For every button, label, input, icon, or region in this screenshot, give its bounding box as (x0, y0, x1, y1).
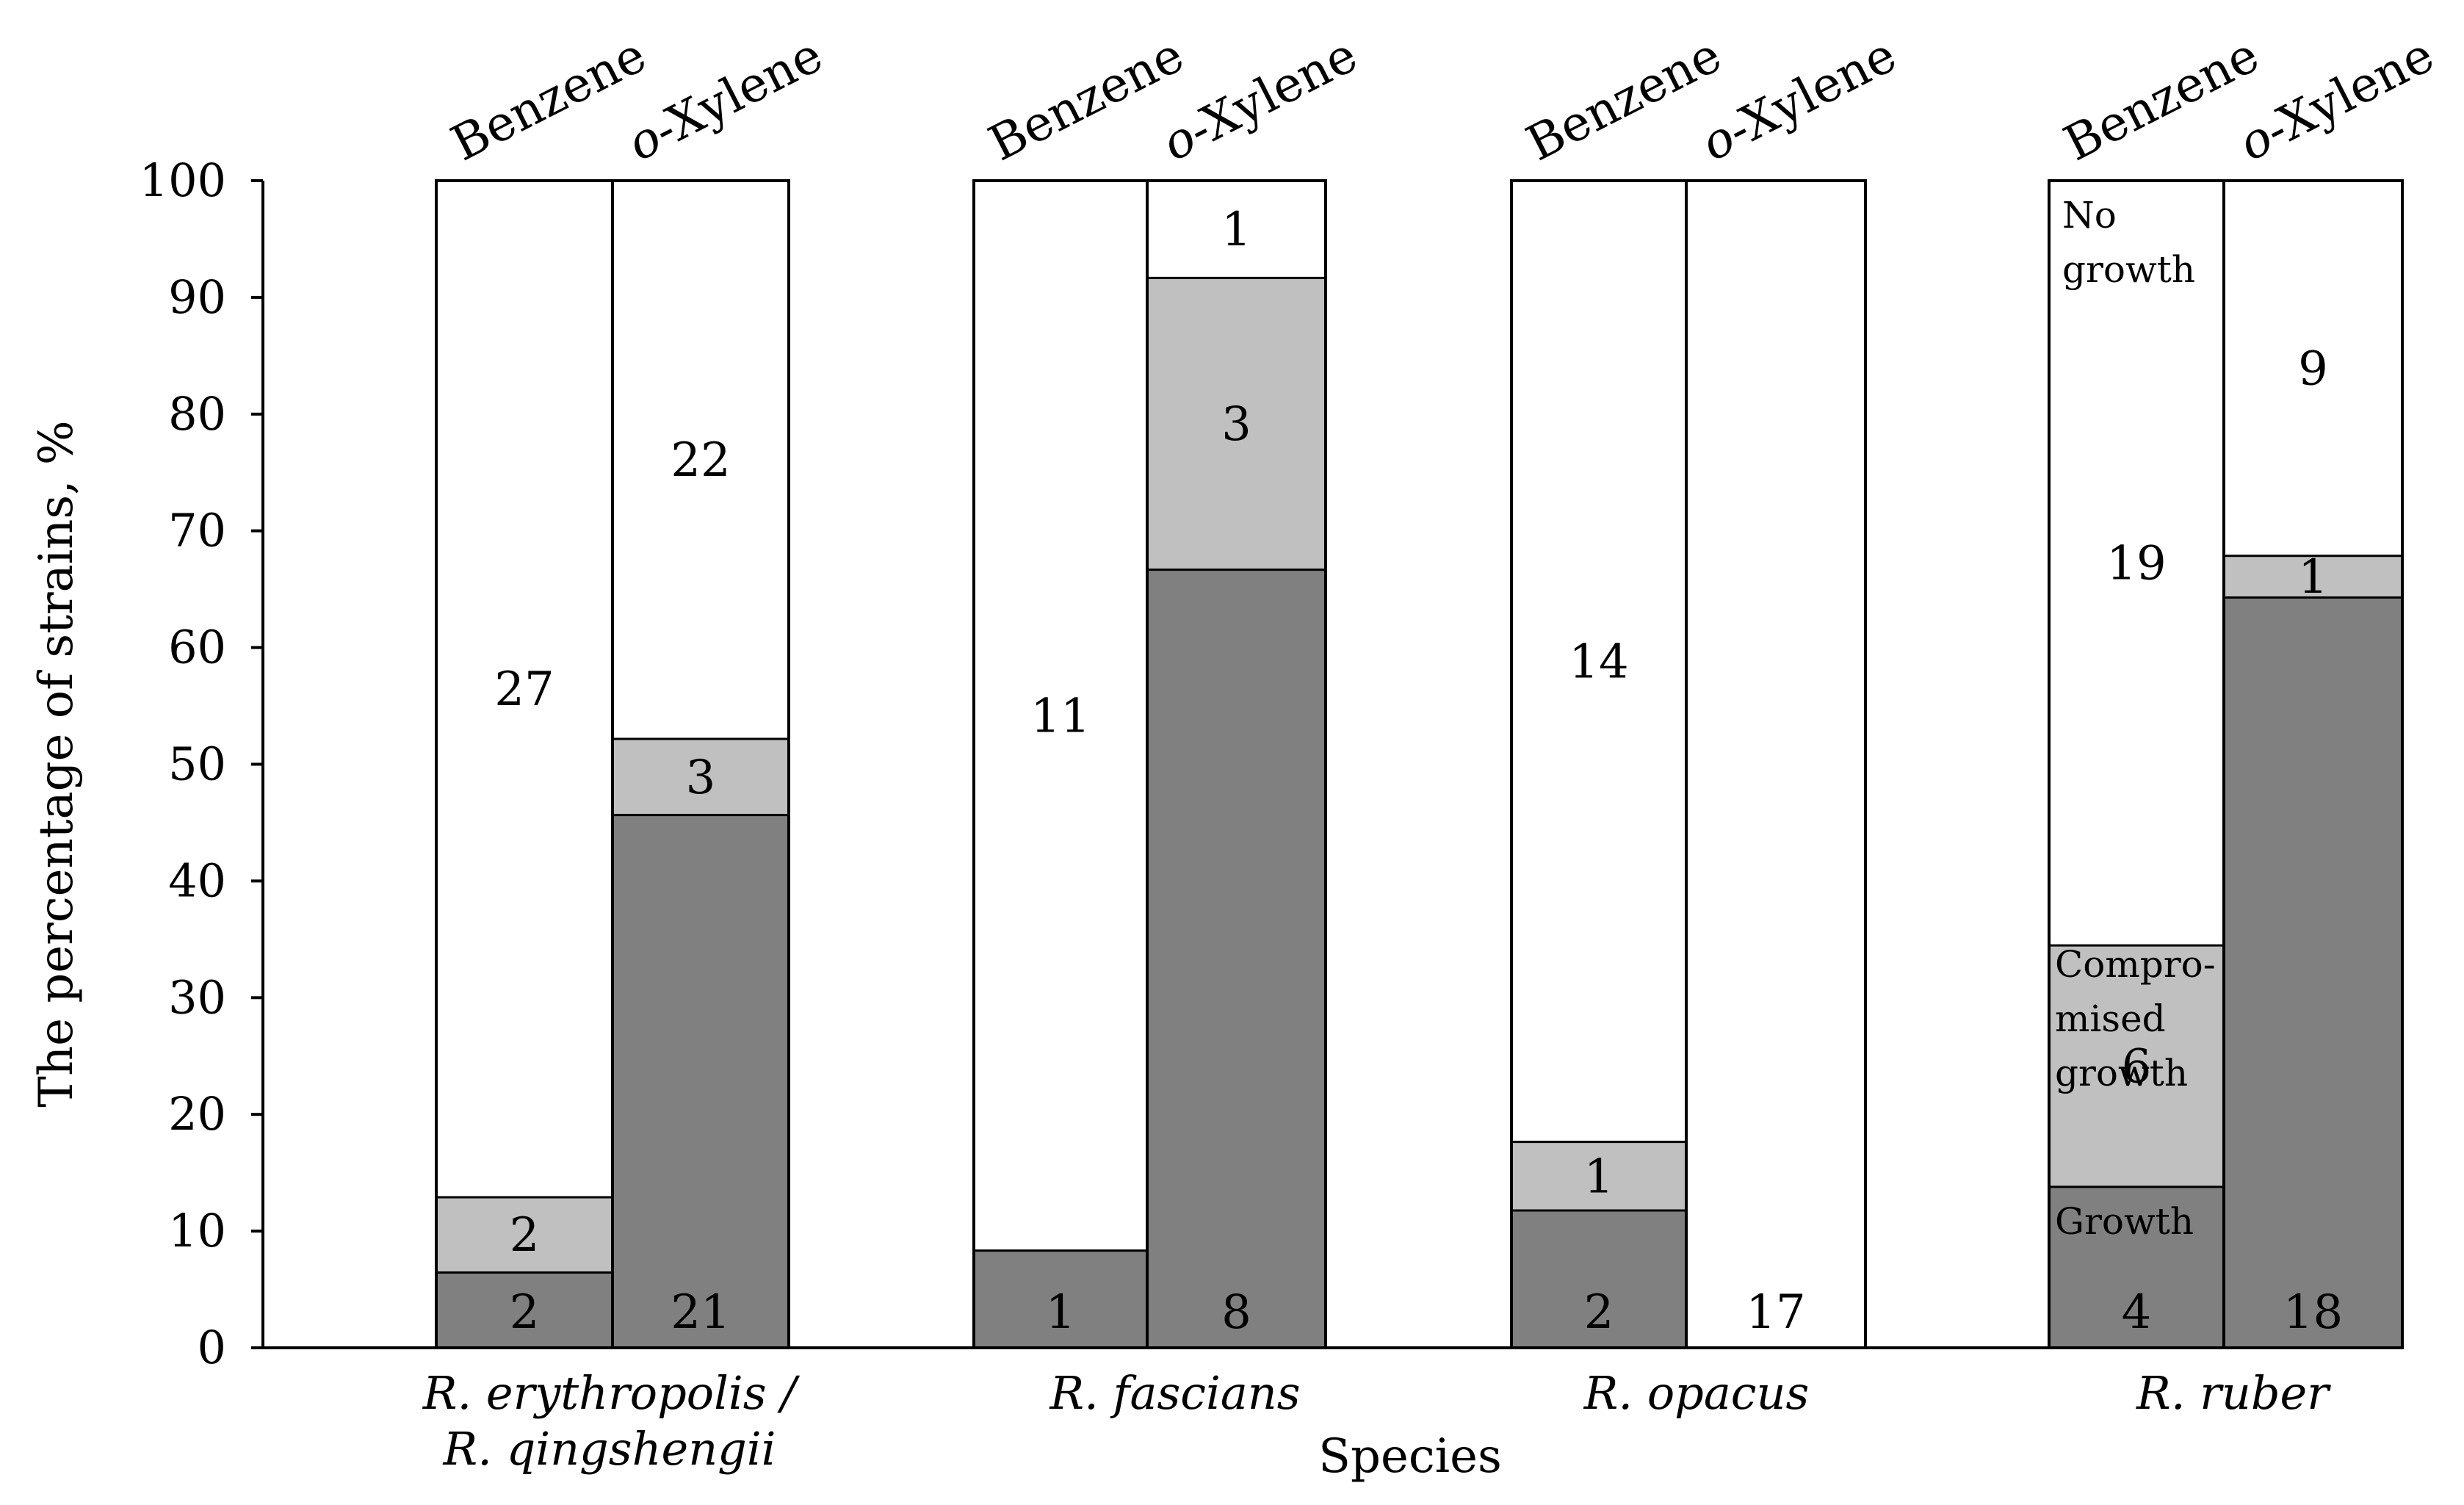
count-label-compromised: 1 (2298, 550, 2328, 604)
count-label-no-growth: 22 (671, 433, 730, 488)
count-label-growth: 18 (2283, 1285, 2343, 1340)
count-label-growth: 21 (671, 1285, 730, 1340)
annotation-compromised-growth: mised (2055, 997, 2166, 1040)
count-label-growth: 2 (1584, 1285, 1614, 1340)
bar-segment-compromised-growth (1147, 278, 1326, 570)
count-label-compromised: 2 (510, 1208, 540, 1263)
count-label-growth: 4 (2122, 1285, 2152, 1340)
y-tick-label: 50 (168, 737, 226, 791)
count-label-compromised: 3 (1221, 397, 1251, 452)
count-label-no-growth: 9 (2298, 342, 2328, 396)
bar-segment-no-growth (1686, 181, 1865, 1348)
bar-segment-no-growth (974, 181, 1147, 1348)
count-label-no-growth: 17 (1746, 1285, 1805, 1340)
bar-segment-growth (2224, 597, 2402, 1348)
bar-segment-compromised-growth (1511, 1141, 1686, 1211)
y-tick-label: 30 (168, 970, 226, 1024)
bar-segment-no-growth (436, 181, 613, 1348)
annotation-compromised-growth: Compro- (2055, 943, 2216, 986)
count-label-no-growth: 19 (2106, 537, 2166, 591)
y-tick-label: 0 (198, 1321, 226, 1374)
bar-segment-growth (436, 1272, 613, 1348)
count-label-growth: 1 (1046, 1285, 1076, 1340)
condition-label: Benzene (980, 26, 1192, 172)
bar-segment-growth (1147, 569, 1326, 1348)
annotation-growth: Growth (2055, 1200, 2194, 1243)
annotation-compromised-growth: growth (2055, 1052, 2188, 1094)
count-label-compromised: 1 (1584, 1149, 1614, 1204)
count-label-growth: 8 (1221, 1285, 1251, 1340)
condition-label: o-Xylene (618, 26, 831, 172)
y-tick-label: 90 (168, 270, 226, 324)
x-axis-title: Species (1318, 1429, 1502, 1484)
y-tick-label: 40 (168, 853, 226, 907)
condition-label: Benzene (1517, 26, 1730, 172)
species-label: R. erythropolis / (422, 1366, 800, 1420)
bar-segment-growth (613, 815, 789, 1348)
bar-segment-compromised-growth (436, 1197, 613, 1273)
species-label: R. qingshengii (443, 1422, 776, 1476)
bar-segment-growth (974, 1250, 1147, 1348)
bar-segment-growth (1511, 1210, 1686, 1348)
y-tick-label: 10 (168, 1204, 226, 1257)
y-tick-label: 60 (168, 621, 226, 674)
count-label-no-growth: 1 (1221, 203, 1251, 257)
count-label-no-growth: 27 (494, 663, 554, 717)
species-label: R. ruber (2136, 1366, 2331, 1420)
bar-segment-compromised-growth (613, 738, 789, 815)
count-label-growth: 2 (510, 1285, 540, 1340)
species-label: R. opacus (1583, 1366, 1810, 1420)
bars-layer (435, 179, 2404, 1349)
bar-segment-growth (2049, 1186, 2224, 1348)
bar-segment-compromised-growth (2049, 945, 2224, 1187)
y-axis-title: The percentage of strains, % (29, 420, 84, 1107)
species-label: R. fascians (1049, 1366, 1300, 1420)
condition-label: o-Xylene (1692, 26, 1905, 172)
count-label-no-growth: 14 (1569, 635, 1628, 689)
count-label-no-growth: 11 (1030, 689, 1090, 743)
bar-segment-compromised-growth (2224, 555, 2402, 598)
y-tick-label: 20 (168, 1087, 226, 1141)
count-label-compromised: 6 (2122, 1039, 2152, 1094)
annotation-no-growth: No (2062, 194, 2117, 237)
count-label-compromised: 3 (686, 751, 716, 805)
condition-label: o-Xylene (2230, 26, 2443, 172)
y-tick-label: 80 (168, 387, 226, 441)
condition-label: Benzene (2055, 26, 2267, 172)
annotation-no-growth: growth (2062, 248, 2195, 291)
y-tick-label: 100 (140, 154, 226, 207)
condition-label: Benzene (442, 26, 654, 172)
y-tick-label: 70 (168, 504, 226, 557)
axes-layer (251, 179, 2403, 1349)
condition-label: o-Xylene (1153, 26, 1366, 172)
